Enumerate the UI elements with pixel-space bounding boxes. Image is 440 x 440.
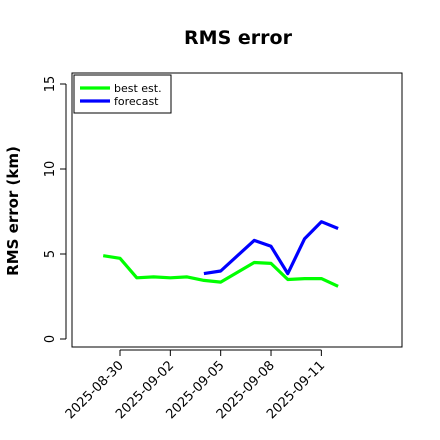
legend-label-best-est: best est.	[114, 82, 162, 95]
chart-title: RMS error	[184, 27, 293, 49]
legend: best est.forecast	[73, 74, 172, 114]
y-axis-label: RMS error (km)	[4, 146, 22, 276]
legend-box	[73, 74, 172, 114]
series-lines	[102, 220, 339, 288]
series-line-best-est	[102, 254, 339, 288]
y-axis: 0 5 10 15	[43, 76, 67, 343]
legend-label-forecast: forecast	[114, 95, 159, 108]
series-line-forecast	[203, 220, 339, 276]
y-tick-label: 10	[43, 161, 58, 178]
x-axis: 2025-08-302025-09-022025-09-052025-09-08…	[63, 349, 328, 422]
y-tick-label: 5	[43, 250, 58, 258]
y-tick-label: 15	[43, 76, 58, 93]
plot-frame	[71, 72, 403, 348]
y-tick-label: 0	[43, 335, 58, 343]
